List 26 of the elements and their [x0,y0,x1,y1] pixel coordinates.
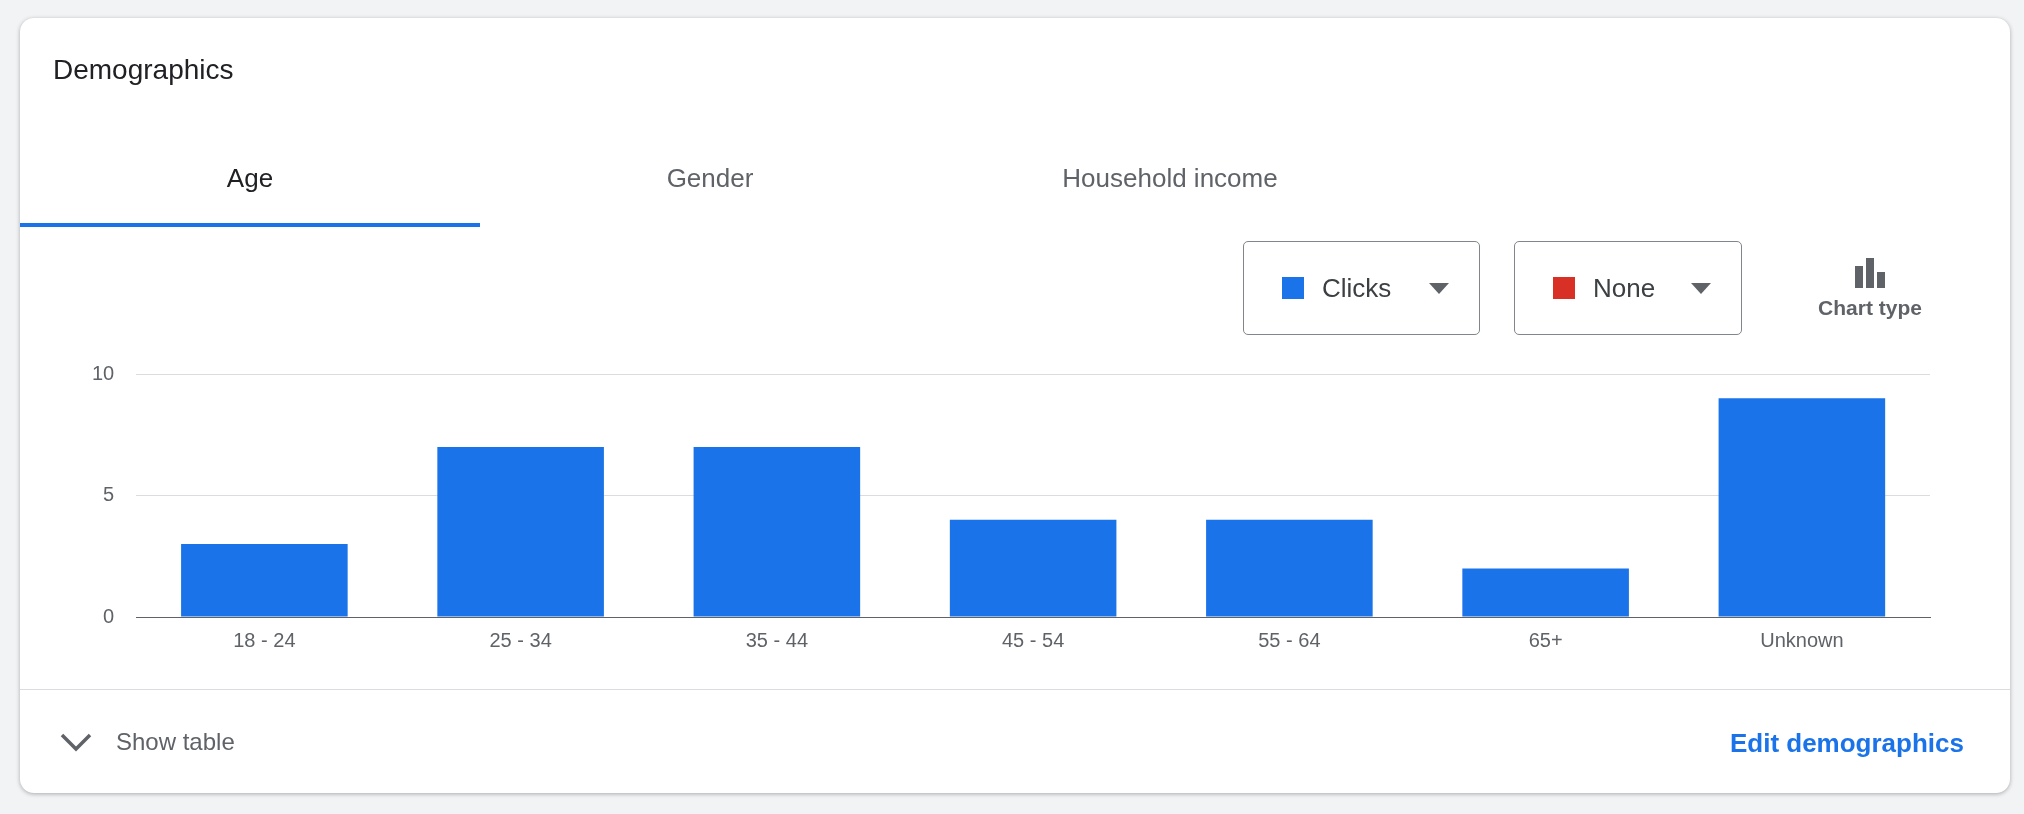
bar [181,544,348,617]
legend-label: Clicks [1322,272,1392,304]
text: Gender [665,162,755,195]
x-tick-label: 45 - 54 [1001,628,1065,651]
text: Chart type [1817,296,1923,320]
x-tick-label: 65+ [1528,628,1563,651]
bar [437,446,604,617]
text: Age [20,155,480,227]
x-tick-label: 18 - 24 [233,628,296,651]
y-tick-label: 5 [103,483,115,506]
text: Household income [1061,162,1279,195]
y-tick-label: 10 [92,361,115,384]
bar [1718,398,1886,617]
bar [949,519,1117,617]
text: Show table [116,728,235,756]
x-tick-label: Unknown [1760,628,1844,651]
text: None [1593,272,1656,304]
x-tick-label: 35 - 44 [745,628,809,651]
bar [693,446,861,617]
x-tick-label: 55 - 64 [1258,628,1321,651]
chart-title: Demographics [53,54,234,86]
x-tick-label: 25 - 34 [489,628,552,651]
text: Edit demographics [1729,728,1964,759]
y-tick-label: 0 [103,604,115,627]
bar [1462,568,1629,617]
bar [1206,519,1373,617]
